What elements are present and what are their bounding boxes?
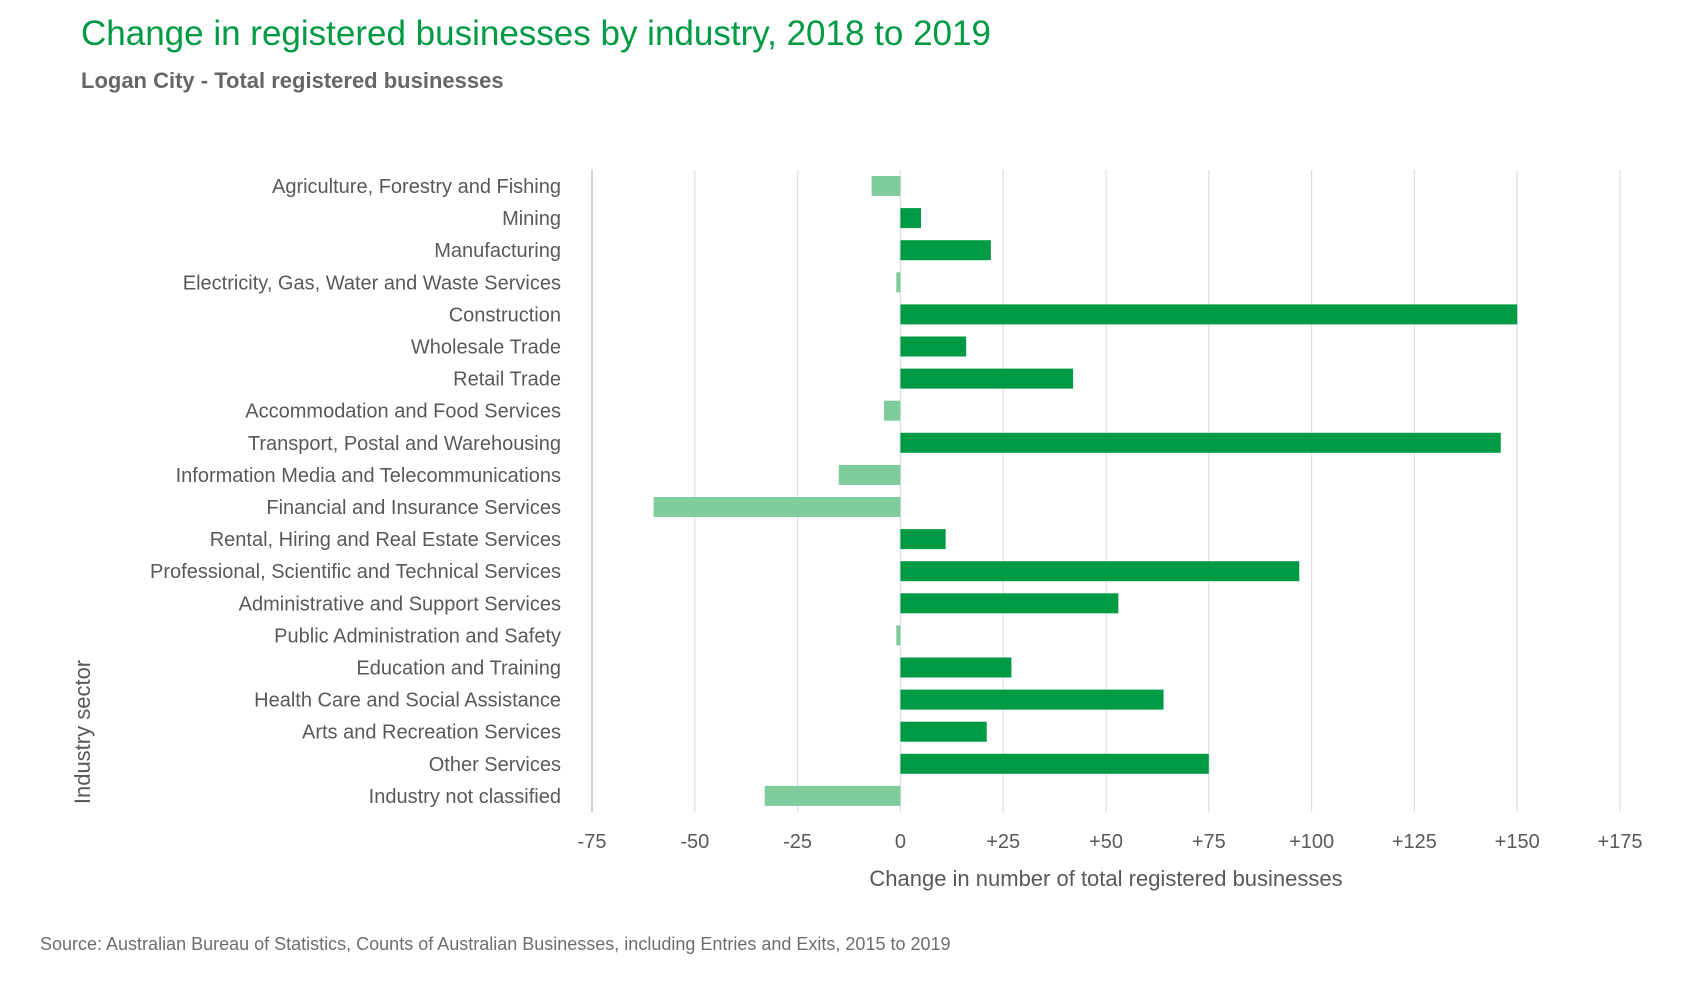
category-label: Information Media and Telecommunications [176,465,561,487]
x-tick-label: -50 [680,831,709,853]
chart-subtitle: Logan City - Total registered businesses [81,68,504,93]
y-axis-title: Industry sector [70,660,95,804]
category-label: Professional, Scientific and Technical S… [150,561,561,583]
bar [900,561,1300,582]
bar [653,497,901,517]
category-label: Industry not classified [369,786,561,808]
category-label: Health Care and Social Assistance [254,690,561,712]
category-label: Mining [502,208,561,230]
x-axis-title: Change in number of total registered bus… [869,866,1342,891]
category-label: Arts and Recreation Services [302,722,561,744]
bar [838,464,901,485]
gridlines [694,170,1621,812]
bar [871,176,901,196]
category-label: Financial and Insurance Services [266,497,561,519]
category-label: Accommodation and Food Services [245,401,561,423]
x-tick-label: -25 [783,831,812,853]
x-tick-label: +175 [1597,831,1642,853]
category-label: Electricity, Gas, Water and Waste Servic… [183,272,561,294]
bar [900,208,921,229]
category-label: Public Administration and Safety [274,625,561,647]
bar [900,368,1074,389]
bar [900,432,1501,453]
bar [900,657,1012,678]
chart-title: Change in registered businesses by indus… [81,14,991,53]
bar [896,625,901,646]
category-label: Construction [449,304,561,326]
bar [764,785,901,806]
category-label: Transport, Postal and Warehousing [248,433,561,455]
category-label: Wholesale Trade [411,337,561,359]
bar [900,593,1119,614]
x-tick-label: +150 [1495,831,1540,853]
category-label: Other Services [429,754,561,776]
bar [900,240,991,261]
category-label: Rental, Hiring and Real Estate Services [210,529,561,551]
x-tick-label: -75 [578,831,607,853]
bar [883,400,901,421]
x-tick-label: +100 [1289,831,1334,853]
bar [900,336,967,357]
category-label: Agriculture, Forestry and Fishing [272,176,561,198]
x-tick-label: +75 [1192,831,1226,853]
x-tick-label: 0 [895,831,906,853]
bar [900,753,1209,774]
category-label: Retail Trade [453,369,561,391]
category-label: Administrative and Support Services [239,593,561,615]
bar [900,529,946,550]
source-note: Source: Australian Bureau of Statistics,… [40,934,951,954]
x-tick-label: +50 [1089,831,1123,853]
bar [900,304,1518,325]
bar [896,272,901,293]
category-labels: Agriculture, Forestry and Fishing Mining M… [150,176,561,808]
bars [653,176,1518,806]
x-tick-labels: -75 -50 -25 0 +25 +50 +75 +100 +125 +150 +175 [578,831,1643,853]
x-tick-label: +25 [986,831,1020,853]
category-label: Education and Training [356,658,561,680]
category-label: Manufacturing [434,240,561,262]
x-tick-label: +125 [1392,831,1437,853]
bar [900,689,1164,710]
bar [900,721,987,742]
